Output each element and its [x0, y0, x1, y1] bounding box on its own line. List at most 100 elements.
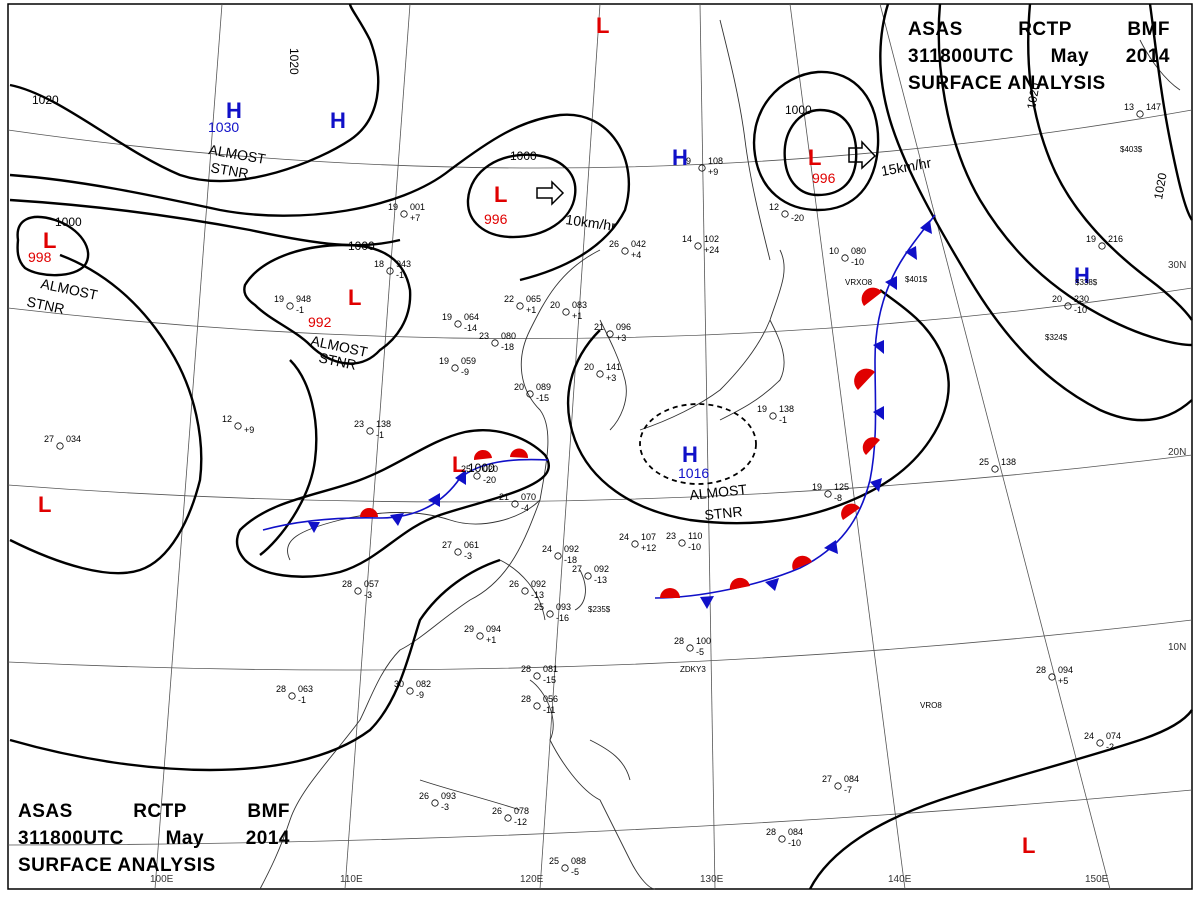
low-symbol: L — [38, 492, 51, 517]
station-tendency: -9 — [461, 367, 469, 377]
station-tendency: -15 — [543, 675, 556, 685]
header-title: SURFACE ANALYSIS — [908, 73, 1106, 94]
station-tendency: -10 — [1074, 305, 1087, 315]
station-plot: 25 093-16 — [534, 602, 571, 623]
station-circle-icon — [511, 500, 519, 508]
station-temperature: 19 — [1086, 234, 1096, 244]
station-temperature: 26 — [419, 791, 429, 801]
stnr-label: STNR — [209, 159, 249, 181]
station-temperature: 19 — [388, 202, 398, 212]
isobar-label: 1000 — [468, 461, 495, 475]
header-time: 311800UTC — [18, 828, 124, 849]
station-plot: 28 100-5 — [674, 636, 711, 657]
stationary-front-west — [262, 448, 549, 533]
station-circle-icon — [621, 247, 629, 255]
station-tendency: +12 — [641, 543, 656, 553]
station-plot: 26 092-13 — [509, 579, 546, 600]
station-tendency: -18 — [501, 342, 514, 352]
station-tendency: +1 — [526, 305, 536, 315]
station-tendency: -13 — [594, 575, 607, 585]
station-circle-icon — [451, 364, 459, 372]
station-pressure: 094 — [1058, 665, 1073, 675]
station-circle-icon — [769, 412, 777, 420]
station-pressure: 138 — [376, 419, 391, 429]
station-temperature: 25 — [534, 602, 544, 612]
coastlines — [259, 19, 1181, 890]
station-temperature: 28 — [674, 636, 684, 646]
station-tendency: +24 — [704, 245, 719, 255]
station-plot: 19 216 — [1086, 234, 1123, 250]
station-temperature: 25 — [461, 464, 471, 474]
station-temperature: 24 — [1084, 731, 1094, 741]
low-symbol: L — [43, 228, 56, 253]
high-pressure-centers: H 1030 H H H 1016 H — [208, 98, 1090, 481]
station-temperature: 25 — [979, 457, 989, 467]
station-tendency: -1 — [779, 415, 787, 425]
station-circle-icon — [678, 539, 686, 547]
station-tendency: +9 — [244, 425, 254, 435]
station-circle-icon — [400, 210, 408, 218]
station-temperature: 26 — [492, 806, 502, 816]
station-id-labels: ZDKY3 VRXO8 VRO8 $324$ $401$ $338$ $235$… — [588, 145, 1143, 710]
header-region: ASAS — [18, 801, 73, 822]
station-temperature: 19 — [439, 356, 449, 366]
station-pressure: 081 — [543, 664, 558, 674]
isobar-label: 1000 — [348, 239, 375, 253]
station-plot: 30 082-9 — [394, 679, 431, 700]
station-pressure: 034 — [66, 434, 81, 444]
station-temperature: 27 — [442, 540, 452, 550]
header-center: RCTP — [1018, 19, 1072, 40]
station-plot: 12 +9 — [222, 414, 254, 435]
station-tendency: -5 — [571, 867, 579, 877]
header-center: RCTP — [133, 801, 187, 822]
station-tendency: +1 — [486, 635, 496, 645]
lon-label: 130E — [700, 874, 724, 885]
station-temperature: 20 — [550, 300, 560, 310]
station-circle-icon — [698, 164, 706, 172]
station-circle-icon — [606, 330, 614, 338]
station-circle-icon — [286, 302, 294, 310]
station-temperature: 28 — [342, 579, 352, 589]
station-pressure: 092 — [531, 579, 546, 589]
station-pressure: 088 — [571, 856, 586, 866]
station-temperature: 19 — [274, 294, 284, 304]
station-tendency: -11 — [543, 705, 555, 715]
station-pressure: 089 — [536, 382, 551, 392]
station-plot: 28 081-15 — [521, 664, 558, 685]
station-pressure: 141 — [606, 362, 621, 372]
station-pressure: 125 — [834, 482, 849, 492]
station-pressure: 070 — [521, 492, 536, 502]
station-temperature: 30 — [394, 679, 404, 689]
station-temperature: 27 — [822, 774, 832, 784]
station-circle-icon — [1096, 739, 1104, 747]
low-pressure: 998 — [28, 249, 52, 265]
station-circle-icon — [1136, 110, 1144, 118]
station-plot: 22 065+1 — [504, 294, 541, 315]
station-plot: 26 093-3 — [419, 791, 456, 812]
station-pressure: 092 — [594, 564, 609, 574]
station-tendency: -10 — [788, 838, 801, 848]
station-temperature: 19 — [442, 312, 452, 322]
station-plot: 21 096+3 — [594, 322, 631, 343]
isobar-label: 1000 — [55, 215, 82, 229]
lon-label: 150E — [1085, 874, 1109, 885]
grid-labels: 30N 20N 10N 100E 110E 120E 130E 140E 150… — [150, 260, 1186, 885]
station-circle-icon — [834, 782, 842, 790]
station-pressure: 216 — [1108, 234, 1123, 244]
header-region: ASAS — [908, 19, 963, 40]
station-tendency: -1 — [298, 695, 306, 705]
station-tendency: -9 — [416, 690, 424, 700]
station-pressure: 100 — [696, 636, 711, 646]
station-circle-icon — [631, 540, 639, 548]
station-temperature: 28 — [276, 684, 286, 694]
station-circle-icon — [521, 587, 529, 595]
station-tendency: -1 — [396, 270, 404, 280]
station-tendency: -8 — [834, 493, 842, 503]
station-temperature: 23 — [666, 531, 676, 541]
station-circle-icon — [476, 632, 484, 640]
station-plot: 19 064-14 — [442, 312, 479, 333]
station-tendency: -20 — [791, 213, 804, 223]
station-pressure: 080 — [851, 246, 866, 256]
station-pressure: 093 — [556, 602, 571, 612]
